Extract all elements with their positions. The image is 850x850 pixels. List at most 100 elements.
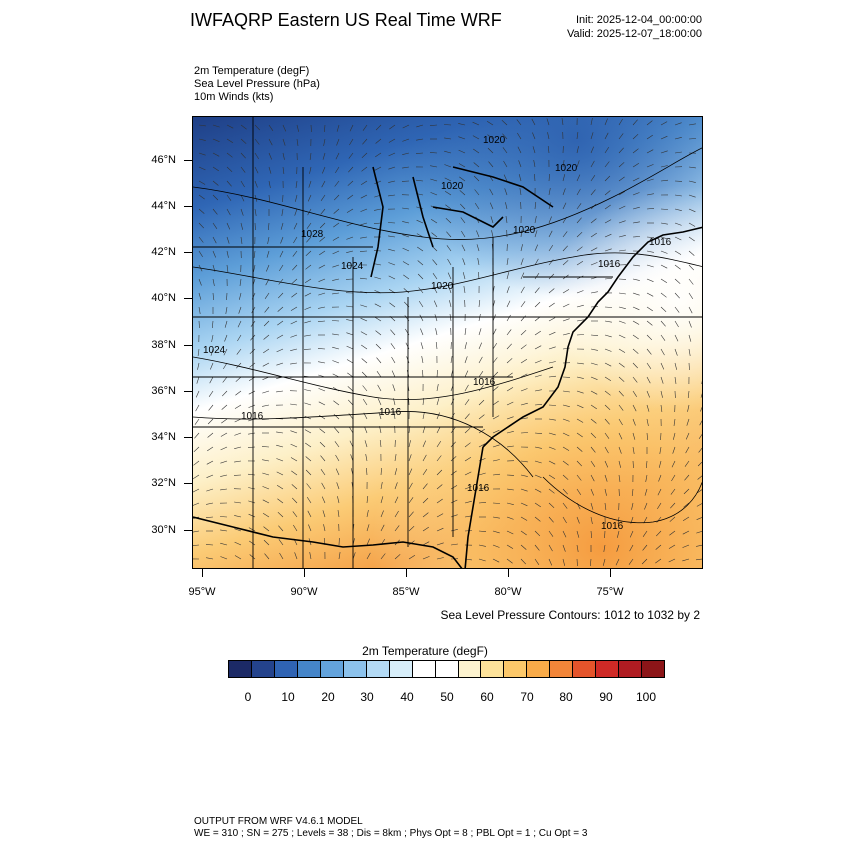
state-borders (193, 117, 702, 568)
wind-barb (375, 138, 382, 144)
wind-barb (698, 433, 702, 439)
pressure-label: 1020 (513, 225, 536, 236)
wind-barb (277, 511, 284, 518)
wind-barb (618, 348, 626, 353)
colorbar-swatch (642, 661, 665, 677)
lat-tick (184, 298, 192, 299)
wind-barb (534, 345, 542, 350)
wind-barb (533, 160, 536, 168)
wind-barb (576, 362, 584, 365)
wind-barb (417, 273, 424, 280)
wind-barb (390, 329, 396, 336)
wind-barb (422, 454, 427, 462)
wind-barb (403, 274, 410, 280)
wind-barb (234, 541, 242, 546)
wind-barb (696, 544, 702, 547)
lon-tick (508, 569, 509, 577)
wind-barb (520, 432, 529, 434)
wind-barb (520, 329, 527, 336)
wind-barb (212, 194, 219, 201)
colorbar-label: 80 (559, 690, 573, 704)
wind-barb (444, 150, 452, 154)
wind-barb (618, 147, 624, 154)
wind-barb (418, 300, 424, 308)
wind-barb (394, 468, 398, 476)
wind-barb (333, 208, 340, 214)
lon-tick (610, 569, 611, 577)
wind-barb (205, 544, 214, 546)
wind-barb (562, 333, 570, 336)
wind-barb (548, 273, 555, 280)
wind-barb (361, 152, 368, 159)
wind-barb (432, 273, 438, 280)
wind-barb (604, 161, 610, 168)
wind-barb (347, 180, 354, 186)
wind-barb (478, 428, 485, 434)
wind-barb (562, 558, 565, 566)
wind-barb (253, 250, 256, 258)
wind-barb (320, 208, 326, 215)
wind-barb (282, 124, 287, 132)
wind-barb (590, 530, 592, 539)
wind-barb (562, 188, 566, 196)
wind-barb (520, 301, 526, 308)
wind-barb (547, 132, 550, 140)
wind-barb (562, 390, 570, 393)
wind-barb (548, 230, 553, 238)
wind-barb (547, 145, 550, 154)
wind-barb (240, 138, 247, 144)
wind-barb (702, 363, 703, 370)
wind-barb (618, 292, 626, 295)
wind-barb (338, 552, 341, 560)
colorbar-label: 60 (480, 690, 494, 704)
wind-barb (548, 418, 556, 421)
wind-barb (646, 320, 653, 326)
wind-barb (207, 418, 214, 425)
wind-barb (388, 248, 396, 252)
field-label-winds: 10m Winds (kts) (194, 91, 274, 103)
wind-barb (590, 362, 598, 366)
wind-barb (534, 516, 541, 522)
wind-barb (646, 149, 654, 154)
wind-barb (240, 236, 243, 244)
wind-barb (433, 300, 438, 308)
wind-barb (394, 496, 399, 504)
wind-barb (548, 317, 556, 322)
wind-barb (234, 404, 242, 409)
wind-barb (506, 544, 514, 549)
wind-barb (225, 306, 228, 314)
wind-barb (520, 417, 528, 420)
wind-barb (534, 201, 537, 210)
wind-barb (294, 208, 298, 216)
wind-barb (276, 390, 284, 393)
wind-barb (278, 278, 284, 285)
wind-barb (209, 376, 214, 384)
wind-barb (254, 180, 258, 188)
wind-barb (380, 467, 382, 476)
wind-barb (632, 264, 640, 267)
wind-barb (492, 357, 498, 364)
wind-barb (660, 250, 668, 254)
wind-barb (226, 208, 231, 216)
wind-barb (295, 180, 298, 188)
wind-barb (520, 402, 528, 406)
wind-barb (263, 334, 270, 340)
wind-barb (221, 404, 228, 410)
wind-barb (534, 374, 542, 378)
wind-barb (674, 306, 680, 313)
wind-barb (360, 208, 368, 212)
wind-barb (436, 513, 444, 518)
wind-barb (632, 192, 640, 196)
wind-barb (660, 390, 663, 398)
footer-model: OUTPUT FROM WRF V4.6.1 MODEL (194, 816, 363, 827)
wind-barb (374, 180, 382, 184)
wind-barb (193, 488, 200, 493)
wind-barb (305, 442, 312, 448)
wind-barb (291, 292, 298, 298)
wind-barb (380, 482, 383, 490)
wind-barb (478, 487, 486, 490)
wind-barb (534, 488, 542, 493)
wind-barb (420, 328, 424, 336)
wind-barb (506, 258, 509, 266)
wind-barb (642, 544, 648, 551)
